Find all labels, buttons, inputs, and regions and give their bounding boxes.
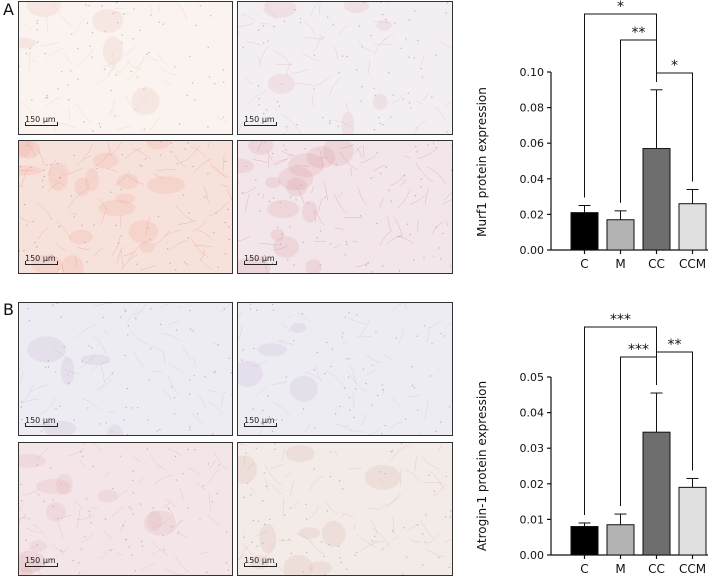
scale-bar [25, 423, 58, 427]
significance-label: ** [632, 25, 646, 41]
y-tick-label: 0.02 [520, 478, 545, 491]
x-tick-label: CCM [679, 257, 706, 271]
bar-cc [642, 148, 671, 251]
scale-bar-label: 150 µm [25, 115, 56, 124]
scale-bar-label: 150 µm [25, 416, 56, 425]
tissue-texture [19, 2, 232, 134]
scale-bar-label: 150 µm [244, 416, 275, 425]
scale-bar-label: 150 µm [244, 115, 275, 124]
x-tick-label: CCM [679, 562, 706, 576]
scale-bar [25, 563, 58, 567]
bar-ccm [678, 486, 707, 556]
scale-bar [25, 261, 58, 265]
micrograph-b2: 150 µm [237, 302, 453, 436]
significance-label: ** [668, 337, 682, 353]
tissue-texture [19, 141, 232, 273]
significance-label: * [671, 58, 678, 74]
bar-cc [642, 431, 671, 556]
micrograph-a4: 150 µm [237, 140, 453, 274]
panel-letter-b: B [3, 300, 14, 319]
significance-bracket [656, 351, 693, 471]
scale-bar [244, 563, 277, 567]
y-tick-label: 0.03 [520, 442, 545, 455]
y-tick-label: 0.10 [520, 66, 545, 79]
x-tick-label: CC [648, 257, 665, 271]
bar-m [606, 219, 635, 251]
bar-c [570, 212, 599, 251]
y-tick-label: 0.02 [520, 208, 545, 221]
scale-bar [244, 122, 277, 126]
y-axis-label: Murf1 protein expression [475, 87, 489, 237]
significance-bracket [620, 39, 657, 203]
tissue-texture [238, 303, 452, 435]
significance-bracket [656, 72, 693, 182]
x-tick-label: CC [648, 562, 665, 576]
micrograph-b4: 150 µm [237, 442, 453, 576]
micrograph-a3: 150 µm [18, 140, 233, 274]
x-tick-label: M [615, 257, 625, 271]
y-tick-label: 0.00 [520, 244, 545, 257]
tissue-texture [19, 303, 232, 435]
y-tick-label: 0.04 [520, 407, 545, 420]
tissue-texture [238, 141, 452, 273]
scale-bar-label: 150 µm [25, 254, 56, 263]
bar-c [570, 526, 599, 556]
tissue-texture [19, 443, 232, 575]
scale-bar-label: 150 µm [25, 556, 56, 565]
x-tick-label: M [615, 562, 625, 576]
y-tick-label: 0.08 [520, 102, 545, 115]
y-axis-label: Atrogin-1 protein expression [475, 381, 489, 551]
scale-bar [244, 261, 277, 265]
panel-letter-a: A [3, 0, 14, 19]
x-tick-label: C [580, 257, 588, 271]
tissue-texture [238, 443, 452, 575]
scale-bar [244, 423, 277, 427]
micrograph-b3: 150 µm [18, 442, 233, 576]
bar-ccm [678, 203, 707, 251]
y-tick-label: 0.01 [520, 513, 545, 526]
significance-label: *** [610, 312, 631, 328]
scale-bar-label: 150 µm [244, 556, 275, 565]
scale-bar [25, 122, 58, 126]
micrograph-b1: 150 µm [18, 302, 233, 436]
significance-label: * [617, 0, 624, 15]
bar-m [606, 524, 635, 556]
x-tick-label: C [580, 562, 588, 576]
scale-bar-label: 150 µm [244, 254, 275, 263]
micrograph-a2: 150 µm [237, 1, 453, 135]
y-tick-label: 0.06 [520, 137, 545, 150]
y-tick-label: 0.00 [520, 549, 545, 562]
y-tick-label: 0.05 [520, 371, 545, 384]
significance-label: *** [628, 342, 649, 358]
micrograph-a1: 150 µm [18, 1, 233, 135]
y-tick-label: 0.04 [520, 173, 545, 186]
tissue-texture [238, 2, 452, 134]
